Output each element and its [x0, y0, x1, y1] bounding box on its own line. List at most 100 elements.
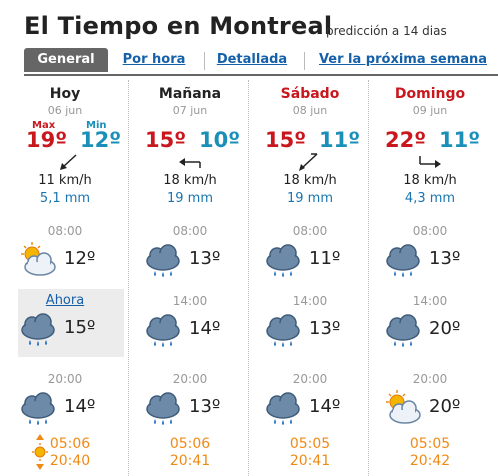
slot-time: 14:00 [292, 294, 328, 308]
day-date: 07 jun [172, 104, 208, 117]
sunrise-time: 05:05 [289, 436, 331, 452]
slot-temp: 20º [429, 318, 461, 339]
sunset-time: 20:40 [49, 453, 91, 469]
day-name: Domingo [394, 86, 466, 102]
rain-cloud-icon [266, 244, 300, 277]
forecast-slot: 08:00 12º [6, 224, 124, 294]
rain-cloud-icon [146, 314, 180, 347]
min-temp: 11º [319, 128, 361, 152]
sunrise-time: 05:05 [409, 436, 451, 452]
min-temp: 12º [80, 128, 122, 152]
tab-bar: General Por hora Detallada Ver la próxim… [24, 48, 498, 76]
sunrise-time: 05:06 [49, 436, 91, 452]
tab-detallada[interactable]: Detallada [216, 52, 288, 67]
day-date: 08 jun [292, 104, 328, 117]
slot-time: 14:00 [412, 294, 448, 308]
slot-time: 14:00 [172, 294, 208, 308]
forecast-slot: 14:00 14º [131, 294, 249, 364]
sunset-time: 20:41 [169, 453, 211, 469]
tab-separator [204, 52, 205, 70]
sunrise-time: 05:06 [169, 436, 211, 452]
wind-speed: 11 km/h [38, 173, 92, 188]
sun-times: 05:06 20:41 [131, 436, 249, 470]
rain-cloud-icon [266, 392, 300, 425]
slot-time: 08:00 [172, 224, 208, 238]
sun-times: 05:05 20:41 [251, 436, 369, 470]
slot-time: 08:00 [292, 224, 328, 238]
slot-temp: 20º [429, 396, 461, 417]
wind-speed: 18 km/h [163, 173, 217, 188]
day-column-manana: Mañana 07 jun 15º 10º 18 km/h 19 mm 08:0… [131, 78, 249, 476]
slot-time: 20:00 [412, 372, 448, 386]
max-temp: 15º [145, 128, 187, 152]
slot-temp: 13º [429, 248, 461, 269]
slot-temp: 13º [189, 248, 221, 269]
sun-times: 05:06 20:40 [6, 436, 124, 470]
sunrise-sunset-icon [32, 434, 48, 470]
page-title: El Tiempo en Montreal [24, 12, 333, 40]
rain-cloud-icon [266, 314, 300, 347]
tab-general[interactable]: General [24, 48, 108, 72]
max-temp: 19º [26, 128, 68, 152]
tab-por-hora[interactable]: Por hora [122, 52, 186, 67]
partly-cloudy-icon [21, 242, 56, 276]
page-header: El Tiempo en Montreal predicción a 14 di… [0, 0, 498, 46]
wind-direction-icon [299, 153, 318, 171]
rain-amount: 5,1 mm [39, 191, 91, 206]
slot-temp: 11º [309, 248, 341, 269]
slot-time: 20:00 [172, 372, 208, 386]
rain-cloud-icon [386, 314, 420, 347]
rain-cloud-icon [146, 392, 180, 425]
page-subtitle: predicción a 14 dias [326, 24, 447, 38]
day-column-domingo: Domingo 09 jun 22º 11º 18 km/h 4,3 mm 08… [371, 78, 489, 476]
slot-temp: 14º [64, 396, 96, 417]
day-column-sabado: Sábado 08 jun 15º 11º 18 km/h 19 mm 08:0… [251, 78, 369, 476]
wind-direction-icon [60, 154, 77, 170]
sun-times: 05:05 20:42 [371, 436, 489, 470]
wind-direction-icon [179, 158, 201, 168]
tab-proxima-semana[interactable]: Ver la próxima semana [318, 52, 488, 67]
rain-amount: 19 mm [166, 191, 213, 206]
day-date: 09 jun [412, 104, 448, 117]
forecast-slot: 20:00 14º [251, 372, 369, 442]
forecast-slot: 08:00 11º [251, 224, 369, 294]
slot-time: 20:00 [47, 372, 83, 386]
slot-time: 08:00 [412, 224, 448, 238]
forecast-slot: 14:00 20º [371, 294, 489, 364]
min-label: Min [86, 120, 107, 131]
slot-time: 08:00 [47, 224, 83, 238]
wind-direction-icon [419, 156, 441, 168]
forecast-slot: 20:00 20º [371, 372, 489, 442]
column-divider [128, 80, 129, 476]
sunset-time: 20:42 [409, 453, 451, 469]
max-label: Max [32, 120, 56, 131]
column-divider [368, 80, 369, 476]
rain-cloud-icon [21, 313, 55, 346]
sunset-time: 20:41 [289, 453, 331, 469]
column-divider [248, 80, 249, 476]
forecast-slot: 08:00 13º [131, 224, 249, 294]
slot-temp: 15º [64, 317, 96, 338]
rain-cloud-icon [21, 392, 55, 425]
slot-temp: 12º [64, 248, 96, 269]
wind-speed: 18 km/h [403, 173, 457, 188]
day-name: Sábado [280, 86, 340, 102]
slot-temp: 13º [309, 318, 341, 339]
rain-cloud-icon [386, 244, 420, 277]
wind-speed: 18 km/h [283, 173, 337, 188]
rain-amount: 19 mm [286, 191, 333, 206]
forecast-slot-now: Ahora 15º [6, 293, 124, 363]
slot-temp: 13º [189, 396, 221, 417]
min-temp: 10º [199, 128, 241, 152]
slot-time: 20:00 [292, 372, 328, 386]
rain-cloud-icon [146, 244, 180, 277]
forecast-slot: 14:00 13º [251, 294, 369, 364]
rain-amount: 4,3 mm [404, 191, 456, 206]
day-column-hoy: Hoy 06 jun Max Min 19º 12º 11 km/h 5,1 m… [6, 78, 124, 476]
day-name: Hoy [49, 86, 81, 102]
slot-temp: 14º [189, 318, 221, 339]
min-temp: 11º [439, 128, 481, 152]
now-link[interactable]: Ahora [45, 293, 85, 308]
max-temp: 15º [265, 128, 307, 152]
forecast-slot: 20:00 13º [131, 372, 249, 442]
